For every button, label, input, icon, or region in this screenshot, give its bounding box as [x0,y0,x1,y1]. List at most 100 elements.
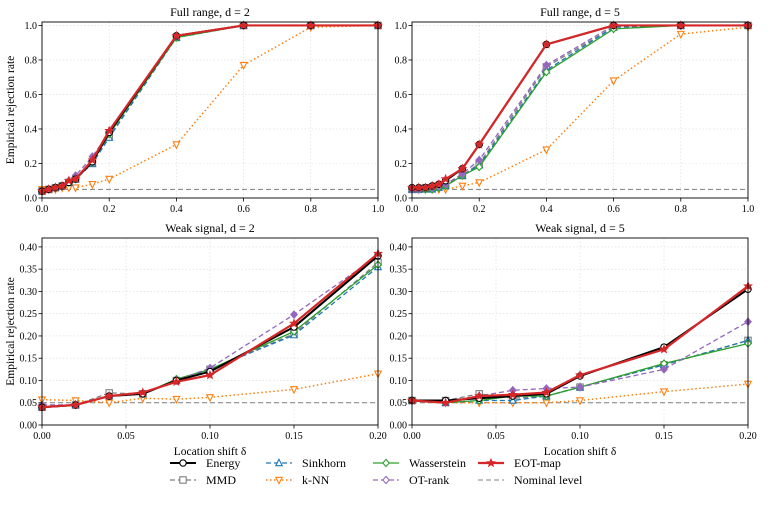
EOT-map-point [104,390,115,401]
legend-label: Energy [206,456,240,470]
y-tick-label: 0.40 [390,242,408,253]
series-mmd [38,258,382,411]
panel-title: Full range, d = 2 [170,5,250,19]
legend-entry-nominal-level: Nominal level [478,473,583,487]
EOT-map-point [50,182,61,192]
EOT-map-point [420,182,431,192]
series-line-Sinkhorn [411,339,749,404]
chart-panel-1: 0.0 0.2 0.4 0.6 0.8 1.0 0.0 0.2 0.4 0.6 0.8 1.0 Full… [5,5,384,215]
x-tick-label: 0.0 [406,204,419,215]
y-tick-label: 0.05 [20,398,38,409]
series-k-nn [37,370,383,408]
x-tick-label: 0.8 [305,204,318,215]
k-NN-point [542,146,551,155]
y-tick-label: 0.30 [20,287,38,298]
y-tick-label: 0.20 [390,331,408,342]
y-tick-label: 0.40 [20,242,38,253]
y-tick-label: 0.20 [20,331,38,342]
EOT-map-point [171,30,182,41]
legend-marker [382,475,390,485]
series-energy [408,21,752,192]
y-tick-label: 0.4 [25,124,38,135]
k-NN-point [239,61,248,71]
series-k-nn [37,22,383,195]
x-tick-label: 0.6 [607,204,620,215]
legend-marker [179,476,187,484]
legend-entry-k-nn: k-NN [266,473,330,487]
x-tick-label: 0.15 [655,431,673,442]
EOT-map-point [575,369,585,380]
x-tick-label: 1.0 [742,204,755,215]
panel-title: Full range, d = 5 [540,5,620,19]
y-tick-label: 0.35 [20,265,38,276]
legend: Energy MMD Sinkhorn k-NN Wasserstein OT-rank E… [170,456,583,487]
y-tick-label: 0.15 [390,354,408,365]
legend-marker [274,458,284,467]
legend-entry-eot-map: EOT-map [478,456,561,470]
legend-marker [486,457,496,468]
chart-panel-2: 0.0 0.2 0.4 0.6 0.8 1.0 0.0 0.2 0.4 0.6 0.8 1.0 Full… [395,5,755,215]
y-tick-label: 0.15 [20,354,38,365]
x-tick-label: 0.10 [201,431,219,442]
series-energy [38,252,382,411]
x-tick-label: 0.2 [473,204,486,215]
k-NN-point [172,141,181,150]
k-NN-point [458,182,467,191]
y-tick-label: 0.6 [395,90,408,101]
k-NN-point [88,180,97,190]
x-axis-label: Location shift δ [174,446,247,458]
EOT-map-point [87,154,98,165]
EOT-map-point [440,397,451,407]
legend-marker [382,458,390,468]
series-energy [38,21,382,195]
k-NN-point [575,397,585,406]
EOT-map-point [305,20,316,30]
EOT-map-point [70,399,81,410]
y-axis-label: Empirical rejection rate [5,277,17,386]
y-tick-label: 0.30 [390,287,408,298]
EOT-map-point [457,163,468,173]
y-tick-label: 0.4 [395,124,408,135]
legend-label: Wasserstein [409,456,466,470]
y-tick-label: 0.05 [390,398,408,409]
EOT-map-point [474,139,485,149]
chart-panel-3: 0.00 0.05 0.10 0.15 0.20 0.00 0.05 0.10 0.15 0.20… [5,221,387,458]
y-tick-label: 0.10 [20,376,38,387]
EOT-map-point [427,180,438,191]
legend-marker [179,459,187,467]
k-NN-point [205,394,215,403]
OT-rank-point [475,155,484,165]
k-NN-point [289,386,299,395]
EOT-map-point [43,184,54,194]
EOT-map-point [104,125,115,135]
EOT-map-point [289,318,299,328]
OT-rank-point [576,382,584,392]
EOT-map-point [507,389,518,399]
legend-label: Sinkhorn [302,456,346,470]
x-tick-label: 0.20 [739,431,757,442]
y-tick-label: 0.10 [390,376,408,387]
x-tick-label: 0.10 [571,431,589,442]
EOT-map-point [137,387,148,397]
x-tick-label: 0.4 [170,204,183,215]
OT-rank-point [660,364,668,374]
EOT-map-point [440,173,451,184]
k-NN-point [676,30,685,40]
EOT-map-point [659,344,669,354]
series-line-EOT-map [41,252,379,409]
y-tick-label: 0.0 [25,194,38,205]
y-tick-label: 0.00 [390,421,408,432]
x-tick-label: 0.15 [285,431,303,442]
EOT-map-point [474,390,485,401]
EOT-map-point [63,175,74,185]
legend-label: Nominal level [514,473,583,487]
y-tick-label: 0.0 [395,194,408,205]
x-tick-label: 1.0 [372,204,385,215]
legend-entry-ot-rank: OT-rank [373,473,449,487]
Wasserstein-point [542,67,551,77]
Wasserstein-point [475,162,484,172]
k-NN-point [659,388,669,397]
EOT-map-point [675,20,686,30]
legend-entry-energy: Energy [170,456,240,470]
chart-panel-4: 0.00 0.05 0.10 0.15 0.20 0.00 0.05 0.10 0.15 0.20… [390,221,757,458]
